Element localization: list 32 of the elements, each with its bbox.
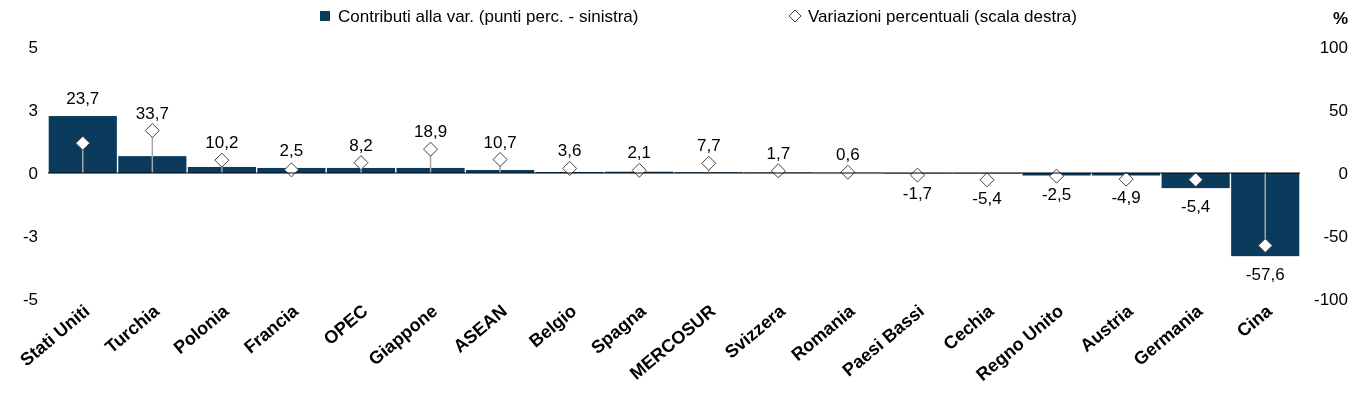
y2-axis-title: %: [1332, 9, 1348, 28]
data-label: 8,2: [349, 135, 373, 155]
y-tick-label: -3: [22, 227, 38, 246]
data-label: 10,2: [205, 133, 239, 153]
data-label: 3,6: [557, 141, 582, 161]
data-label: 23,7: [66, 89, 100, 109]
y-tick-label: 3: [28, 101, 38, 120]
y2-tick-label: -100: [1313, 290, 1348, 309]
y2-tick-label: 0: [1338, 164, 1348, 183]
data-label: -1,7: [902, 184, 933, 204]
data-label: 0,6: [836, 145, 860, 165]
y2-tick-label: 50: [1329, 101, 1348, 120]
data-label: 33,7: [135, 103, 169, 123]
data-label: 1,7: [766, 143, 791, 163]
y2-tick-label: 100: [1319, 38, 1348, 57]
data-label: -2,5: [1041, 185, 1072, 205]
y-tick-label: -5: [22, 290, 38, 309]
data-label: 10,7: [483, 132, 517, 152]
data-label: -57,6: [1245, 265, 1285, 285]
y2-tick-label: -50: [1323, 227, 1348, 246]
data-label: 2,5: [279, 140, 304, 160]
data-label: -4,9: [1111, 188, 1141, 208]
data-label: 2,1: [627, 143, 652, 163]
data-label: 7,7: [696, 136, 721, 156]
legend-label: Variazioni percentuali (scala destra): [808, 7, 1077, 26]
y-tick-label: 0: [28, 164, 38, 183]
y-tick-label: 5: [28, 38, 38, 57]
data-label: -5,4: [1181, 197, 1211, 217]
legend-label: Contributi alla var. (punti perc. - sinistra): [338, 7, 639, 26]
data-label: -5,4: [972, 188, 1002, 208]
x-tick-label: Cina: [1233, 300, 1277, 342]
data-label: 18,9: [414, 122, 448, 142]
